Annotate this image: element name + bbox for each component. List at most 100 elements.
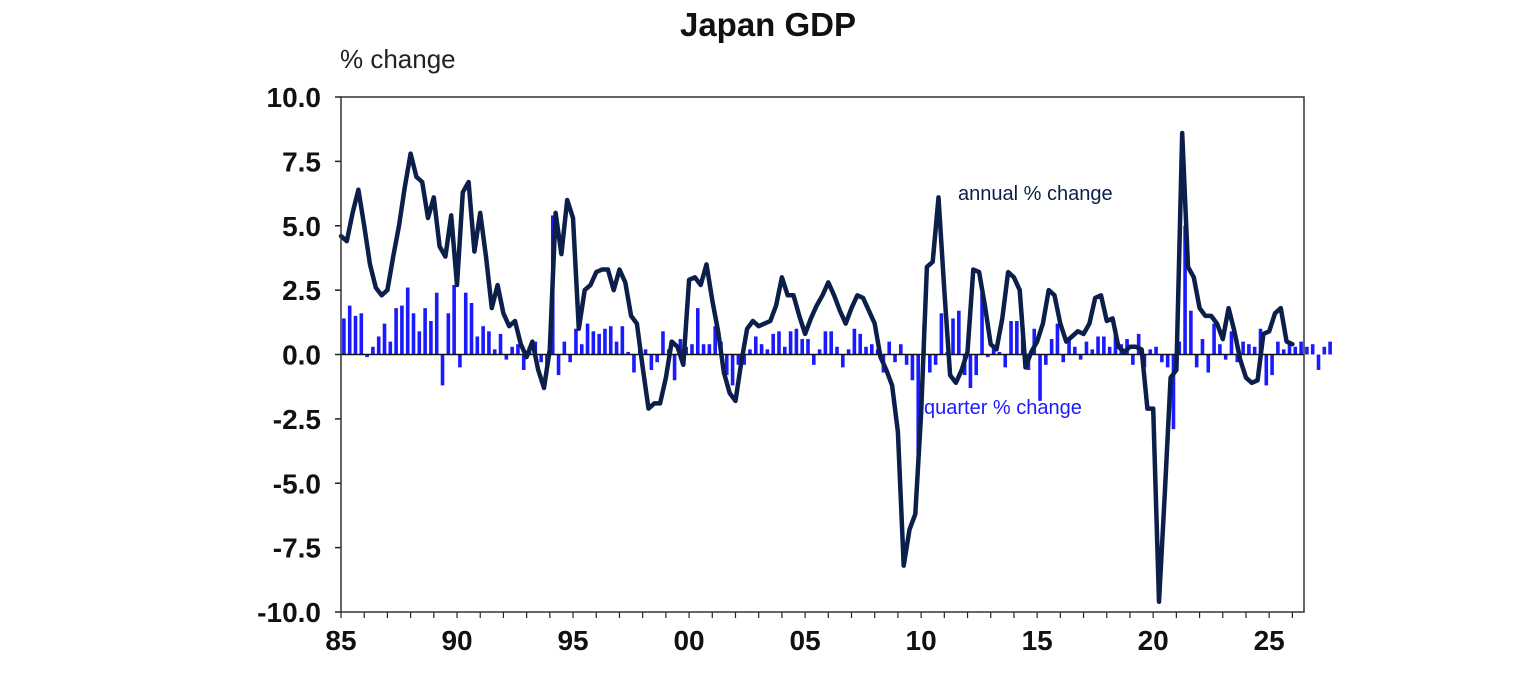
quarter-change-bar xyxy=(701,344,706,355)
quarter-change-bar xyxy=(585,323,590,355)
quarter-change-bar xyxy=(846,349,851,355)
quarter-change-bar xyxy=(516,344,520,355)
quarter-change-bar xyxy=(1218,344,1222,355)
quarter-change-bar xyxy=(980,292,984,355)
quarter-change-bar xyxy=(481,326,485,355)
chart-title: Japan GDP xyxy=(679,6,857,43)
quarter-change-bar xyxy=(811,354,816,365)
quarter-change-bar xyxy=(695,308,700,355)
quarter-change-bar xyxy=(910,354,915,381)
quarter-change-bar xyxy=(939,313,944,355)
quarter-change-bar xyxy=(1107,346,1112,355)
y-tick-label: 5.0 xyxy=(282,211,321,242)
quarter-change-bar xyxy=(1154,346,1158,355)
quarter-change-bar xyxy=(1073,346,1077,355)
quarter-change-bar xyxy=(1310,344,1315,355)
quarter-change-bar xyxy=(1305,346,1309,355)
quarter-change-bar xyxy=(1009,321,1013,355)
quarter-change-bar xyxy=(1090,349,1095,355)
quarter-change-bar xyxy=(794,328,799,355)
quarter-change-bar xyxy=(1183,225,1187,355)
quarter-change-bar xyxy=(916,354,921,468)
quarter-change-bar xyxy=(1206,354,1211,373)
quarter-change-bar xyxy=(1061,354,1066,363)
quarter-change-bar xyxy=(353,315,358,355)
quarter-change-bar xyxy=(1252,346,1257,355)
quarter-change-bar xyxy=(730,354,735,386)
x-tick-label: 05 xyxy=(790,625,821,656)
x-tick-label: 00 xyxy=(673,625,704,656)
quarter-change-bar xyxy=(678,339,683,355)
quarter-change-bar xyxy=(376,336,381,355)
quarter-change-bar xyxy=(1223,354,1228,360)
quarter-change-bar xyxy=(394,308,398,355)
quarter-change-bar xyxy=(608,326,613,355)
quarter-change-bar xyxy=(1096,336,1100,355)
quarter-change-bar xyxy=(620,326,625,355)
quarter-change-bar xyxy=(1044,354,1048,365)
quarter-change-bar xyxy=(434,292,439,355)
quarter-change-bar xyxy=(597,333,601,355)
quarter-change-bar xyxy=(748,349,752,355)
quarter-change-bar xyxy=(841,354,845,368)
quarter-change-bar xyxy=(411,313,416,355)
quarter-change-bar xyxy=(446,313,451,355)
x-tick-label: 95 xyxy=(557,625,588,656)
quarter-change-bar xyxy=(835,346,839,355)
quarter-change-bar xyxy=(365,354,369,358)
quarter-change-bar xyxy=(574,328,578,355)
quarter-change-bar xyxy=(1235,354,1240,363)
quarter-change-bar xyxy=(1131,354,1135,365)
quarter-change-bar xyxy=(759,344,764,355)
quarter-change-bar xyxy=(1003,354,1008,368)
quarter-change-bar xyxy=(1148,349,1153,355)
quarter-change-bar xyxy=(893,354,897,363)
quarter-change-bar xyxy=(899,344,903,355)
quarter-change-bar xyxy=(417,331,422,355)
y-tick-label: 10.0 xyxy=(267,82,322,113)
quarter-change-bar xyxy=(440,354,445,386)
quarter-change-bar xyxy=(487,331,491,355)
quarter-change-bar xyxy=(933,354,938,365)
quarter-change-bar xyxy=(1032,328,1037,355)
y-tick-label: 7.5 xyxy=(282,146,321,177)
quarter-change-bar xyxy=(1177,341,1182,355)
quarter-change-bar xyxy=(707,344,712,355)
quarter-change-bar xyxy=(1316,354,1321,370)
quarter-change-bar xyxy=(579,344,584,355)
quarter-change-bar xyxy=(562,341,567,355)
quarter-change-bar xyxy=(986,354,990,358)
quarter-change-bar xyxy=(359,313,364,355)
x-tick-label: 10 xyxy=(906,625,937,656)
quarter-change-bar xyxy=(1136,333,1141,355)
quarter-change-bar xyxy=(1160,354,1164,363)
quarter-change-bar xyxy=(1328,341,1332,355)
quarter-change-bar xyxy=(806,339,810,355)
quarter-change-bar xyxy=(521,354,526,370)
quarter-change-bar xyxy=(951,318,955,355)
quarter-change-bar xyxy=(713,326,717,355)
quarter-change-bar xyxy=(928,354,932,373)
quarter-change-bar xyxy=(342,318,346,355)
quarter-change-bar xyxy=(736,354,741,365)
quarter-change-bar xyxy=(1241,341,1245,355)
quarter-change-bar xyxy=(1102,336,1106,355)
quarter-change-bar xyxy=(672,354,677,381)
quarter-change-bar xyxy=(400,305,404,355)
quarter-change-bar xyxy=(510,346,514,355)
quarter-change-bar xyxy=(1264,354,1269,386)
quarter-change-bar xyxy=(603,328,607,355)
quarter-change-bar xyxy=(777,331,781,355)
quarter-change-bar xyxy=(1171,354,1176,430)
y-tick-label: 0.0 xyxy=(282,340,321,371)
quarter-change-bar xyxy=(1281,349,1286,355)
plot-frame xyxy=(340,96,1305,613)
quarter-change-bar xyxy=(957,310,961,355)
x-tick-label: 20 xyxy=(1138,625,1169,656)
quarter-change-bar xyxy=(974,354,979,376)
quarter-change-bar xyxy=(991,346,996,355)
quarter-change-bar xyxy=(1247,344,1251,355)
quarter-change-bar xyxy=(405,287,410,355)
quarter-change-bar xyxy=(463,292,468,355)
